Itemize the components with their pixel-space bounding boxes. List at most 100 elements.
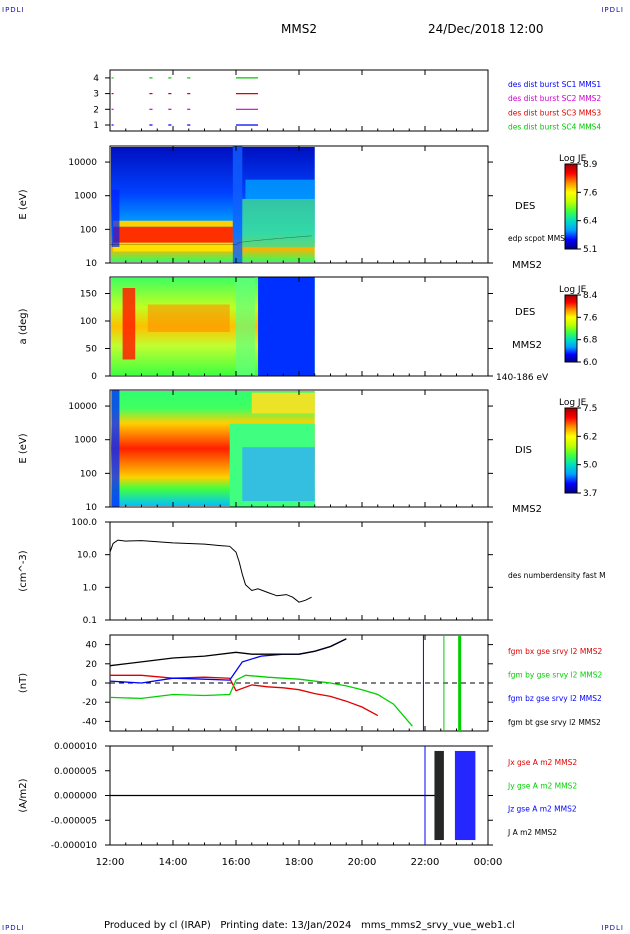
colorbar-tick-label: 7.6 — [583, 313, 598, 323]
hot-band — [113, 226, 233, 243]
y-tick-label: 100 — [80, 317, 97, 327]
post-band — [242, 198, 315, 247]
satellite-label: MMS2 — [512, 340, 542, 351]
j-legend-1: Jy gse A m2 MMS2 — [507, 781, 577, 790]
colorbar-tick-label: 6.8 — [583, 336, 598, 346]
y-tick-label: 10 — [86, 503, 98, 513]
y-tick-label: 100.0 — [71, 518, 97, 528]
b-legend-1: fgm by gse srvy l2 MMS2 — [508, 671, 603, 680]
b-series-1 — [109, 674, 413, 727]
corner-logo-bottom-left: IPDLI — [2, 924, 25, 932]
y-tick-label: -20 — [82, 698, 97, 708]
satellite-label: MMS2 — [512, 504, 542, 515]
y-tick-label: 0.000005 — [54, 767, 97, 777]
y-tick-label: 2 — [93, 105, 99, 115]
satellite-label: MMS2 — [512, 260, 542, 271]
j-burst-1 — [454, 750, 476, 841]
corner-logo-top-right: IPDLI — [601, 6, 624, 14]
colorbar-tick-label: 6.2 — [583, 432, 597, 442]
footer: Produced by cl (IRAP) Printing date: 13/… — [104, 920, 515, 931]
y-tick-label: 0.000010 — [54, 742, 97, 752]
header-spacecraft: MMS2 — [281, 22, 317, 36]
b-series-3 — [109, 638, 347, 667]
colorbar-3 — [564, 407, 578, 494]
colorbar-title: Log JE — [559, 154, 587, 164]
warm-band — [113, 220, 233, 227]
colorbar-title: Log JE — [559, 398, 587, 408]
burst-legend-1: des dist burst SC1 MMS1 — [508, 80, 601, 89]
y-tick-label: 1.0 — [83, 583, 98, 593]
y-tick-label: 10.0 — [77, 551, 97, 561]
y-tick-label: 10000 — [68, 402, 97, 412]
corner-logo-top-left: IPDLI — [2, 6, 25, 14]
j-legend-2: Jz gse A m2 MMS2 — [507, 805, 577, 814]
hot-column — [122, 288, 136, 360]
colorbar-title: Log JE — [559, 285, 587, 295]
panel-frame-0 — [109, 69, 489, 132]
post-band-low — [242, 447, 315, 502]
warm-band-low — [113, 242, 233, 252]
y-tick-label: 150 — [80, 290, 97, 300]
overlay-legend: edp scpot MMS2 — [508, 234, 570, 243]
corner-logo-bottom-right: IPDLI — [601, 924, 624, 932]
colorbar-tick-label: 7.6 — [583, 188, 598, 198]
time-label: 00:00 — [474, 857, 503, 868]
y-tick-label: 10000 — [68, 158, 97, 168]
y-tick-label: -0.000005 — [51, 816, 97, 826]
j-legend-3: J A m2 MMS2 — [507, 828, 557, 837]
transition-column — [236, 277, 255, 376]
footer-produced-by: Produced by cl (IRAP) — [104, 920, 211, 931]
j-legend-0: Jx gse A m2 MMS2 — [507, 758, 577, 767]
time-label: 16:00 — [222, 857, 251, 868]
j-burst-0 — [434, 750, 444, 841]
y-tick-label: 20 — [86, 660, 98, 670]
y-axis-label: a (deg) — [18, 308, 29, 344]
blue-stripe — [111, 390, 120, 507]
post-fill — [258, 277, 315, 376]
multi-panel-plot: 1 2 3 4 des dist burst SC1 MMS1 des dist burs… — [18, 69, 606, 868]
b-legend-3: fgm bt gse srvy l2 MMS2 — [508, 718, 601, 727]
y-axis-label: E (eV) — [18, 189, 29, 219]
y-tick-label: 4 — [93, 74, 99, 84]
blue-stripe — [111, 189, 120, 247]
density-legend: des numberdensity fast M — [508, 571, 606, 580]
hot-ion-band — [251, 392, 315, 414]
instrument-label: DIS — [515, 445, 532, 456]
y-axis-label: (nT) — [18, 673, 29, 693]
colorbar-1 — [564, 163, 578, 250]
colorbar-tick-label: 7.5 — [583, 404, 597, 414]
time-label: 14:00 — [159, 857, 188, 868]
y-axis-label: (A/m2) — [18, 778, 29, 812]
colorbar-tick-label: 5.0 — [583, 461, 598, 471]
y-tick-label: 100 — [80, 469, 97, 479]
y-tick-label: 1000 — [74, 436, 97, 446]
panel-frame-4 — [109, 521, 489, 621]
y-tick-label: 40 — [86, 641, 98, 651]
y-tick-label: 100 — [80, 225, 97, 235]
time-label: 22:00 — [411, 857, 440, 868]
y-tick-label: 3 — [93, 90, 99, 100]
time-label: 18:00 — [285, 857, 314, 868]
footer-printing-date: Printing date: 13/Jan/2024 — [220, 920, 352, 931]
colorbar-tick-label: 8.4 — [583, 291, 598, 301]
y-axis-label: E (eV) — [18, 433, 29, 463]
energy-range-label: 140-186 eV — [496, 373, 549, 383]
b-series-0 — [110, 674, 379, 717]
time-label: 20:00 — [348, 857, 377, 868]
y-tick-label: 1000 — [74, 192, 97, 202]
colorbar-tick-label: 5.1 — [583, 245, 597, 255]
colorbar-tick-label: 8.9 — [583, 160, 598, 170]
colorbar-2 — [564, 294, 578, 363]
y-tick-label: 0.1 — [83, 616, 97, 626]
y-tick-label: -40 — [82, 717, 97, 727]
transition-band — [232, 146, 243, 263]
instrument-label: DES — [515, 201, 535, 212]
warm-band — [147, 304, 230, 332]
y-tick-label: 10 — [86, 259, 98, 269]
colorbar-tick-label: 6.4 — [583, 217, 598, 227]
y-axis-label: (cm^-3) — [18, 550, 29, 591]
y-tick-label: 0.000000 — [54, 792, 97, 802]
scpot-line — [110, 235, 312, 245]
instrument-label: DES — [515, 307, 535, 318]
colorbar-tick-label: 3.7 — [583, 489, 597, 499]
